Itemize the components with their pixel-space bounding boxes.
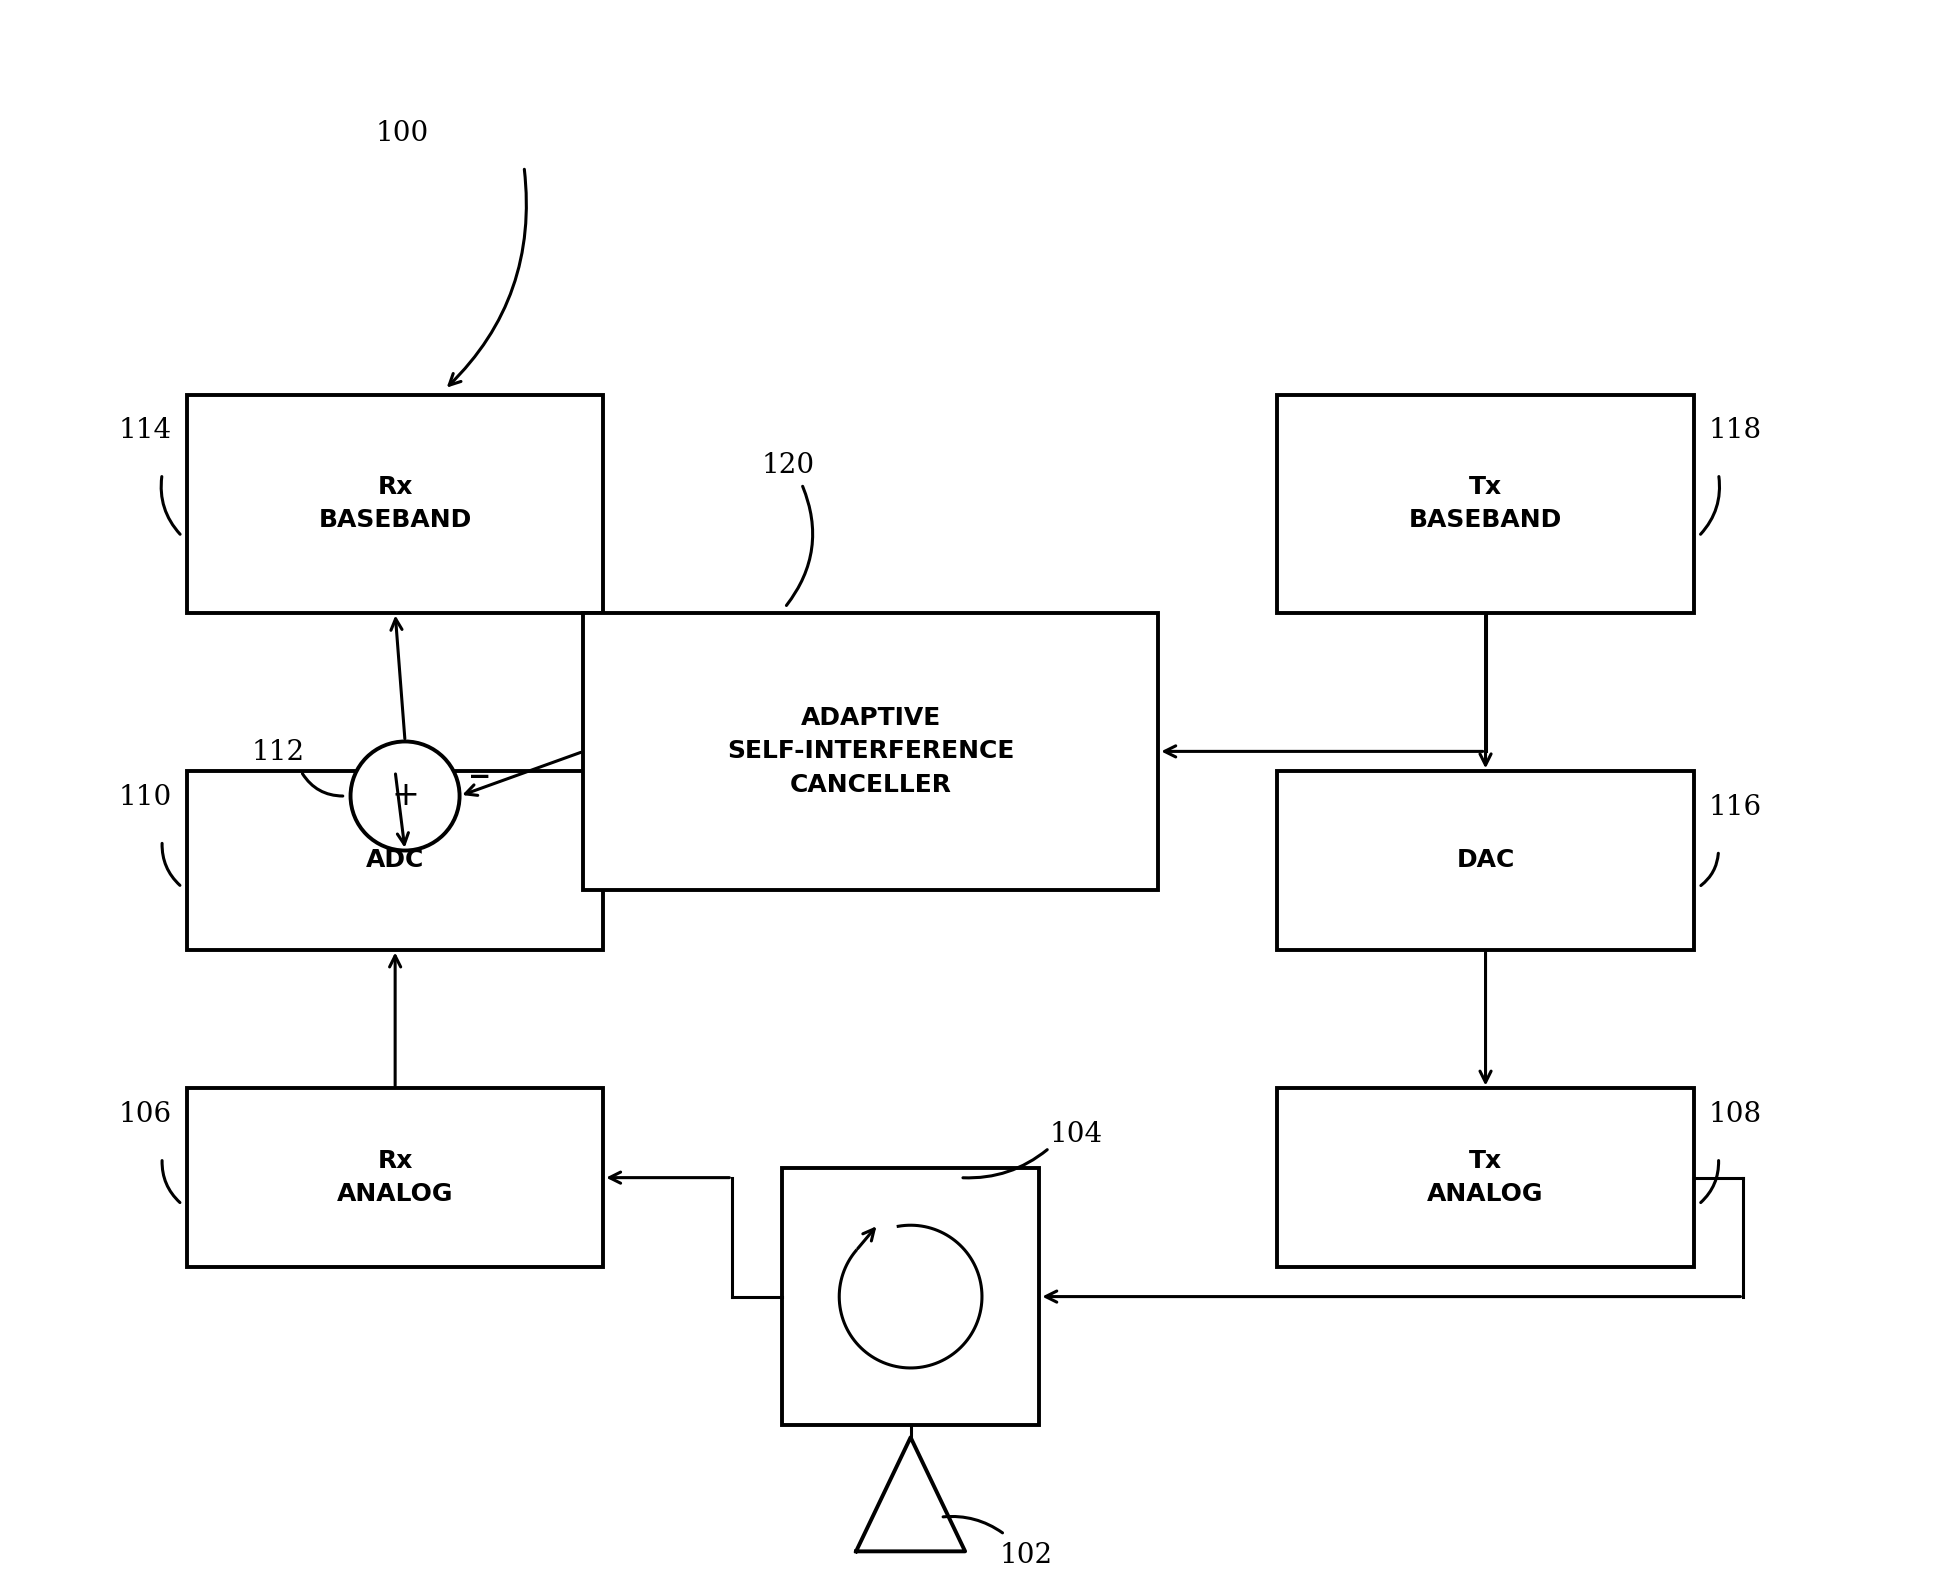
Bar: [1276, 395, 1693, 613]
Text: ADC: ADC: [366, 848, 425, 872]
Bar: [1276, 1088, 1693, 1266]
Text: Rx
ANALOG: Rx ANALOG: [337, 1149, 454, 1206]
Text: 120: 120: [761, 452, 814, 479]
Text: 106: 106: [119, 1101, 172, 1128]
Bar: [186, 395, 603, 613]
Text: 100: 100: [376, 119, 429, 146]
Text: 116: 116: [1708, 794, 1761, 821]
Text: 102: 102: [1000, 1542, 1053, 1569]
Bar: [583, 613, 1159, 891]
Text: 104: 104: [1049, 1122, 1102, 1147]
Text: 118: 118: [1708, 417, 1761, 444]
Text: DAC: DAC: [1456, 848, 1515, 872]
Circle shape: [350, 741, 460, 851]
Text: Tx
BASEBAND: Tx BASEBAND: [1409, 474, 1562, 533]
Text: 114: 114: [119, 417, 172, 444]
Text: Tx
ANALOG: Tx ANALOG: [1427, 1149, 1542, 1206]
Bar: [186, 1088, 603, 1266]
Text: ADAPTIVE
SELF-INTERFERENCE
CANCELLER: ADAPTIVE SELF-INTERFERENCE CANCELLER: [726, 706, 1014, 797]
Text: 110: 110: [119, 784, 172, 811]
Bar: [1276, 772, 1693, 950]
Bar: [186, 772, 603, 950]
Text: Rx
BASEBAND: Rx BASEBAND: [319, 474, 472, 533]
Text: 108: 108: [1708, 1101, 1761, 1128]
Text: +: +: [391, 780, 419, 813]
Text: 112: 112: [250, 740, 305, 767]
Text: −: −: [468, 764, 491, 791]
Bar: [781, 1168, 1039, 1426]
